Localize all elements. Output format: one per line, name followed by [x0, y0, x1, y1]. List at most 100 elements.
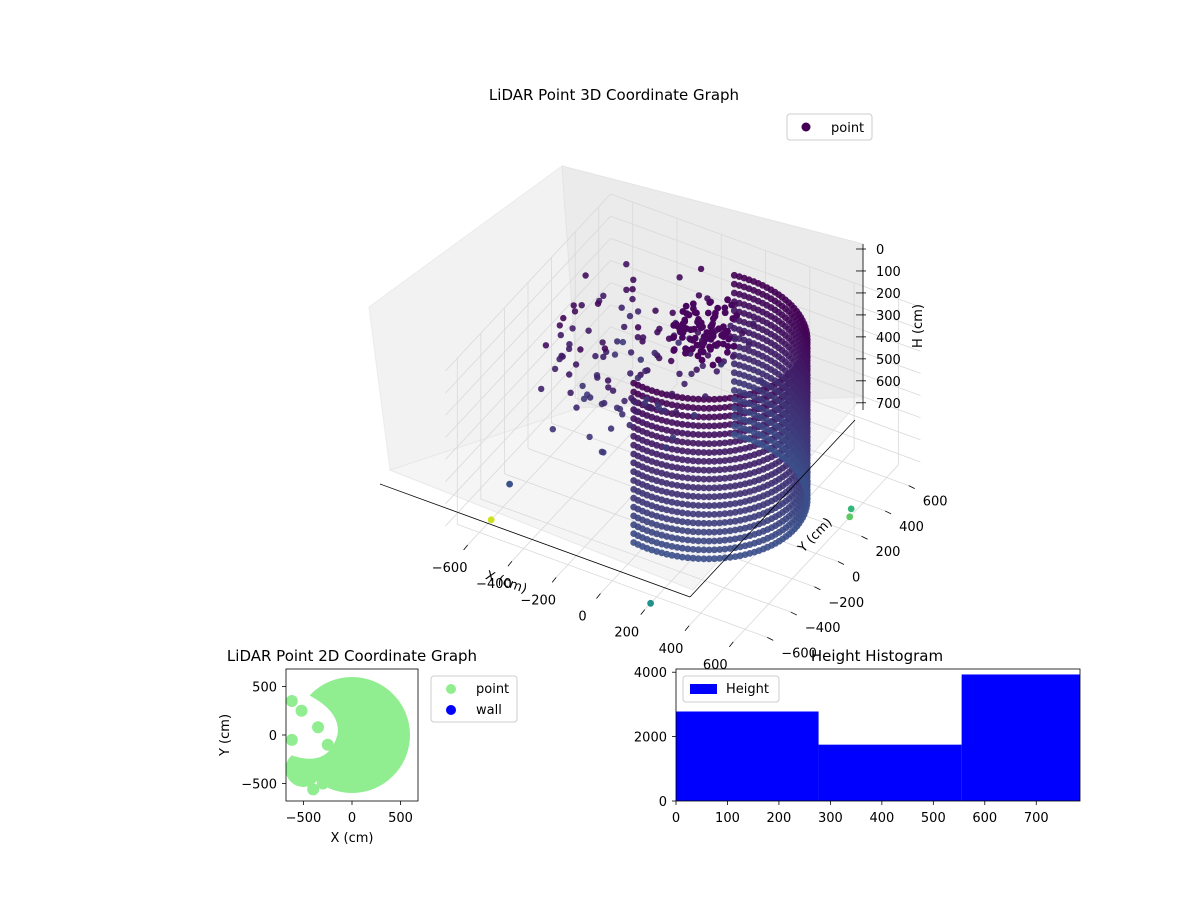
interior-point [654, 329, 661, 336]
wall-point [684, 518, 692, 526]
chart-2d-title: LiDAR Point 2D Coordinate Graph [227, 647, 477, 665]
cluster-point [704, 309, 712, 317]
x-tick-mark [463, 544, 468, 551]
wall-point [721, 439, 729, 447]
y-tick-label: 200 [876, 545, 901, 560]
wall-point [668, 551, 676, 559]
chart-histogram: Height Histogram 0 100 200 300 400 500 600 7000… [634, 647, 1081, 826]
wall-point [679, 536, 686, 543]
wall-point [684, 395, 692, 402]
wall-point [689, 519, 697, 527]
wall-point [679, 394, 686, 402]
wall-point [630, 477, 638, 484]
wall-point [663, 471, 671, 478]
wall-point [716, 422, 724, 429]
interior-point [567, 389, 574, 396]
z-tick-label: 0 [876, 243, 884, 258]
y-tick-label-hist: 0 [659, 795, 667, 810]
x-tick-label: −600 [432, 561, 468, 576]
interior-point [566, 371, 573, 378]
wall-point [668, 445, 676, 453]
wall-point [705, 493, 713, 501]
wall-point [721, 528, 729, 535]
y-tick-label: 400 [899, 520, 924, 535]
wall-point [700, 404, 708, 412]
interior-point [634, 308, 642, 315]
wall-point [663, 453, 671, 461]
wall-point [689, 457, 697, 465]
wall-point [745, 302, 753, 310]
interior-point [569, 325, 576, 332]
wall-point [630, 432, 638, 440]
wall-point [684, 501, 692, 508]
point-dot [326, 688, 339, 701]
interior-point [627, 349, 635, 356]
wall-point [745, 391, 753, 399]
wall-point [663, 426, 671, 434]
wall-point [689, 422, 697, 429]
cluster-point [718, 332, 725, 339]
y-tick-label: −200 [828, 596, 864, 611]
interior-point [695, 292, 703, 299]
wall-point [695, 546, 702, 554]
grid-side-h-line [445, 238, 611, 416]
z-axis-label-3d: H (cm) [911, 304, 926, 348]
wall-point [673, 420, 681, 427]
wall-point [663, 497, 671, 505]
point-dot [286, 733, 298, 746]
wall-point [726, 536, 734, 543]
histogram-bar [961, 674, 1080, 801]
y-tick-label-hist: 2000 [634, 731, 667, 746]
wall-point [668, 463, 676, 471]
wall-point [684, 421, 692, 429]
wall-point [711, 440, 718, 447]
point-dot [316, 777, 329, 790]
wall-point [726, 492, 734, 499]
wall-point [721, 492, 729, 500]
y-tick-mark [790, 611, 797, 616]
interior-point [556, 322, 563, 329]
interior-point [586, 433, 593, 441]
ticks-histogram: 0 100 200 300 400 500 600 700 0 2000 4000 [634, 666, 1049, 826]
wall-point [679, 474, 686, 481]
wall-point [716, 493, 724, 500]
wall-point [721, 430, 729, 438]
interior-point [599, 339, 606, 346]
wall-point [695, 528, 702, 536]
interior-point [757, 377, 764, 384]
wall-point [745, 329, 753, 337]
interior-point [745, 341, 753, 348]
wall-point [700, 555, 708, 563]
wall-point [673, 490, 681, 498]
interior-point [600, 292, 607, 299]
wall-point [711, 475, 718, 483]
wall-point [695, 537, 702, 545]
interior-point [727, 322, 734, 329]
interior-point [634, 334, 642, 341]
point-dot [286, 695, 298, 708]
histogram-bars [676, 674, 1080, 801]
wall-point [679, 482, 686, 490]
wall-point [745, 311, 753, 319]
wall-point [668, 498, 676, 506]
wall-point [673, 393, 681, 401]
y-tick-mark [837, 561, 845, 565]
wall-point [673, 499, 681, 507]
cluster-point [698, 356, 706, 364]
wall-point [695, 395, 702, 403]
x-tick-label-2d: 500 [388, 811, 413, 826]
wall-point [721, 483, 729, 491]
wall-point [684, 448, 692, 455]
wall-point [689, 510, 697, 518]
wall-point [711, 466, 718, 474]
wall-point [663, 506, 671, 514]
wall-point [700, 511, 708, 518]
wall-point [711, 502, 718, 509]
wall-point [679, 544, 686, 552]
wall-point [700, 466, 708, 474]
wall-point [663, 400, 671, 408]
chart-3d-title: LiDAR Point 3D Coordinate Graph [489, 86, 739, 104]
wall-point [689, 492, 697, 500]
wall-point [721, 501, 729, 509]
wall-point [668, 428, 676, 435]
